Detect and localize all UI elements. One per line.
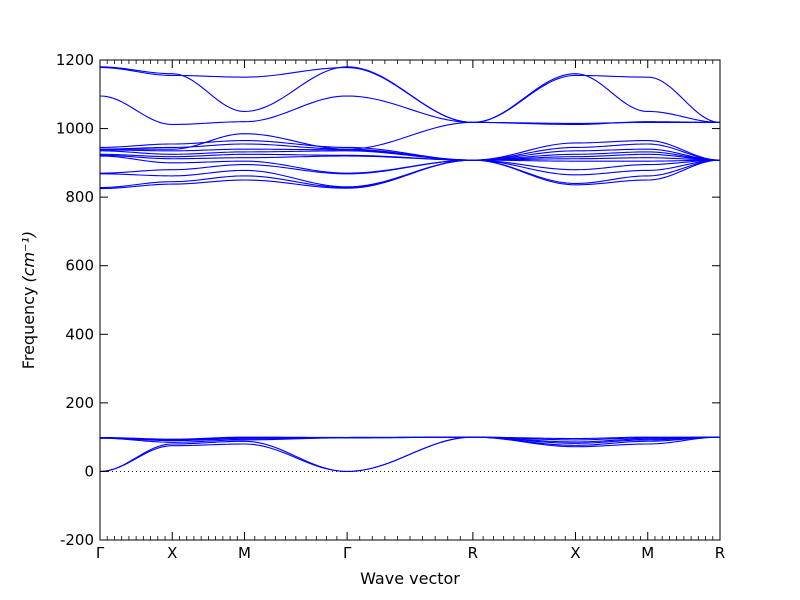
x-tick-label: R bbox=[715, 544, 725, 562]
x-tick-label: Γ bbox=[343, 544, 352, 562]
y-axis-label: Frequency (cm⁻¹) bbox=[19, 231, 38, 369]
phonon-band-line bbox=[99, 66, 721, 123]
y-axis-label-text: Frequency bbox=[19, 287, 38, 370]
y-tick-label: 200 bbox=[65, 394, 94, 412]
phonon-band-line bbox=[100, 121, 720, 150]
y-axis-label-unit: (cm⁻¹) bbox=[19, 231, 38, 283]
y-tick-label: 1200 bbox=[56, 51, 94, 69]
phonon-band-line bbox=[100, 436, 720, 440]
x-tick-label: M bbox=[238, 544, 251, 562]
phonon-band-line bbox=[100, 143, 721, 161]
x-minor-ticks bbox=[106, 60, 714, 540]
x-axis-label: Wave vector bbox=[360, 569, 460, 588]
phonon-band-line bbox=[99, 95, 720, 126]
y-tick-label: 400 bbox=[65, 325, 94, 343]
x-tick-label: X bbox=[570, 544, 580, 562]
phonon-band-line bbox=[99, 159, 721, 188]
phonon-band-line bbox=[99, 140, 721, 161]
x-tick-label: X bbox=[167, 544, 177, 562]
y-tick-label: -200 bbox=[60, 531, 94, 549]
x-tick-label: R bbox=[468, 544, 478, 562]
x-tick-label: M bbox=[641, 544, 654, 562]
plot-frame bbox=[99, 59, 721, 541]
y-axis-ticks: -200 0 200 400 600 800 1000 1200 bbox=[56, 51, 720, 549]
y-tick-label: 800 bbox=[65, 188, 94, 206]
y-tick-label: 0 bbox=[84, 462, 94, 480]
phonon-band-line bbox=[99, 155, 721, 174]
y-tick-label: 600 bbox=[65, 257, 94, 275]
plot-bands bbox=[99, 66, 721, 472]
phonon-band-line bbox=[99, 436, 721, 472]
y-tick-label: 1000 bbox=[56, 120, 94, 138]
phonon-band-line bbox=[99, 153, 721, 161]
x-tick-label: Γ bbox=[96, 544, 105, 562]
